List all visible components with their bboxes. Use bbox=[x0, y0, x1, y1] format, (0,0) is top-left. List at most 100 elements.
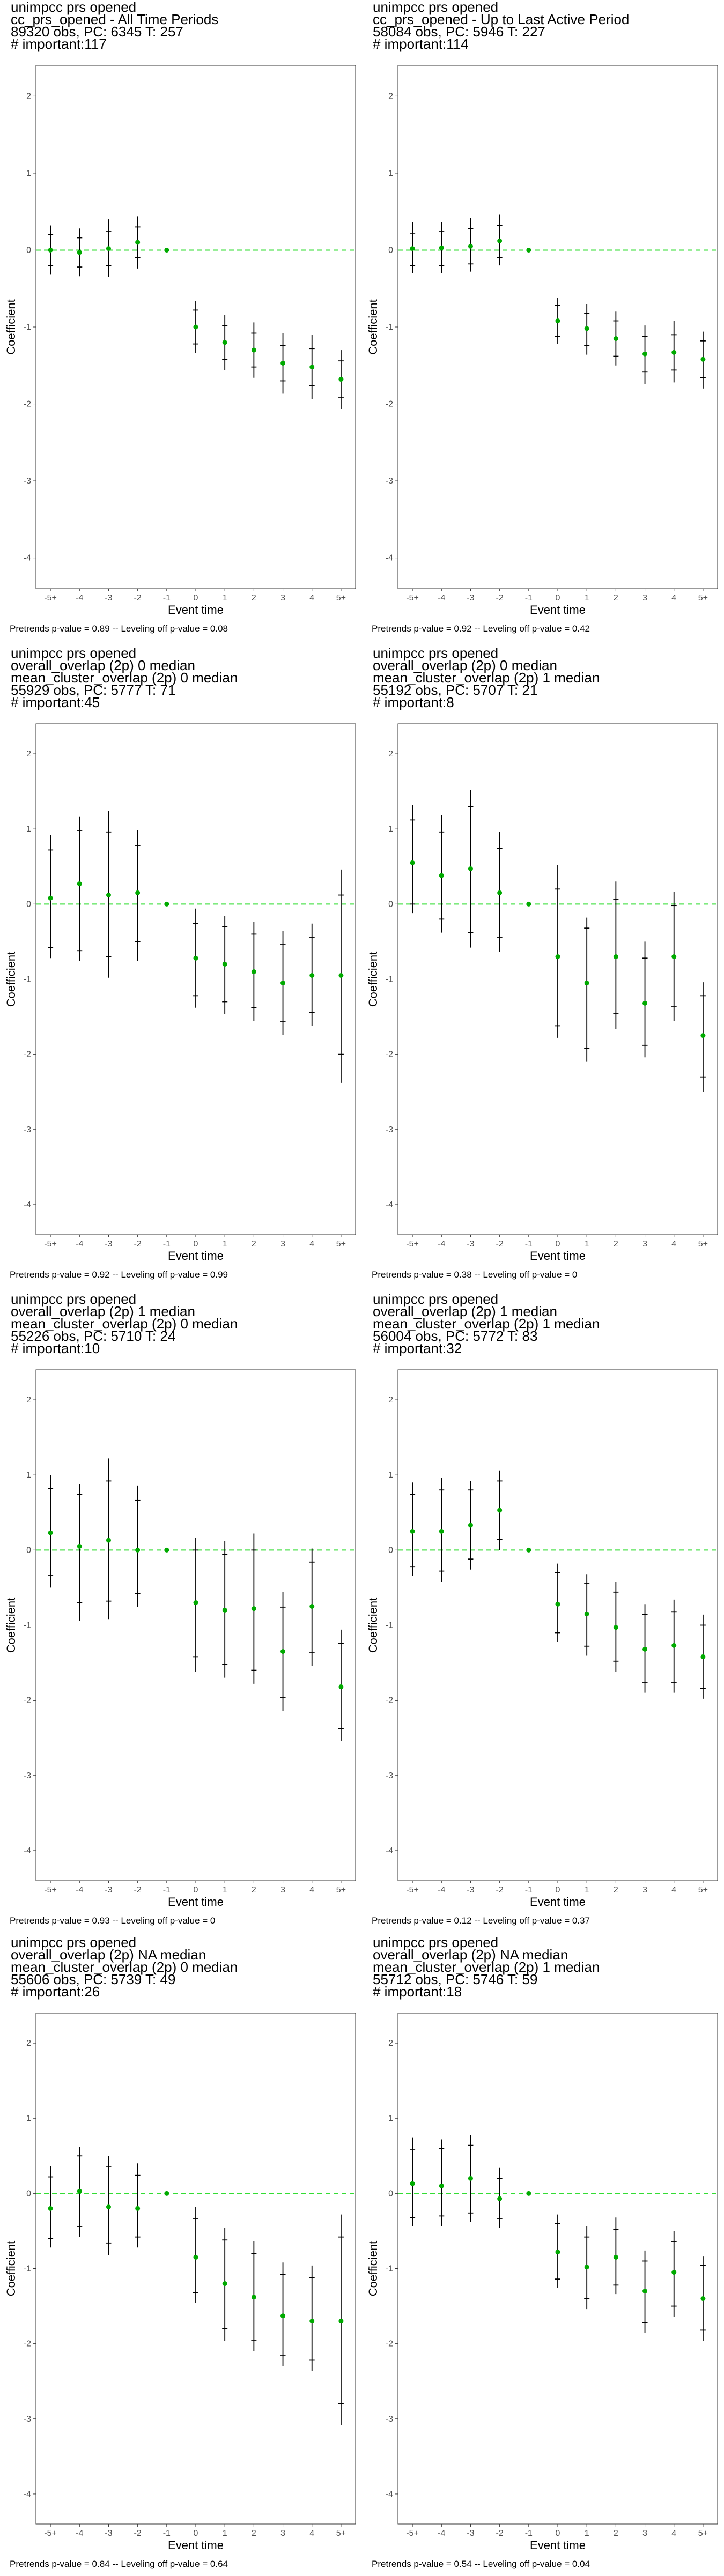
coefficient-point bbox=[700, 1654, 706, 1659]
x-tick-label: 5+ bbox=[698, 2529, 708, 2538]
x-tick-label: 5+ bbox=[336, 2529, 346, 2538]
panel-title-line: unimpcc prs opened bbox=[373, 1934, 498, 1950]
y-axis-title: Coefficient bbox=[366, 952, 380, 1007]
y-tick-label: 2 bbox=[388, 1395, 393, 1405]
y-tick-label: 2 bbox=[26, 749, 31, 759]
y-tick-label: -3 bbox=[386, 1125, 393, 1134]
y-tick-label: -2 bbox=[24, 400, 31, 409]
coefficient-point bbox=[193, 2254, 198, 2260]
y-tick-label: 1 bbox=[26, 169, 31, 178]
panel-title-line: mean_cluster_overlap (2p) 0 median bbox=[11, 1316, 238, 1332]
x-tick-label: -2 bbox=[134, 2529, 142, 2538]
x-tick-label: 0 bbox=[194, 1885, 198, 1895]
x-tick-label: -5+ bbox=[44, 2529, 57, 2538]
x-tick-label: -1 bbox=[163, 1885, 171, 1895]
y-tick-label: 1 bbox=[26, 2114, 31, 2123]
y-tick-label: -3 bbox=[386, 2415, 393, 2424]
panel-title-line: mean_cluster_overlap (2p) 1 median bbox=[373, 670, 600, 686]
coefficient-point bbox=[251, 347, 256, 353]
coefficient-point bbox=[468, 1523, 473, 1528]
x-tick-label: 2 bbox=[614, 593, 618, 603]
x-tick-label: 3 bbox=[280, 1885, 285, 1895]
y-tick-label: -2 bbox=[24, 1696, 31, 1705]
x-tick-label: -4 bbox=[438, 1239, 445, 1249]
coefficient-point bbox=[77, 2188, 82, 2194]
y-tick-label: 0 bbox=[388, 2189, 393, 2198]
panel-title-line: cc_prs_opened - All Time Periods bbox=[11, 11, 218, 27]
x-tick-label: -2 bbox=[134, 1239, 142, 1249]
x-axis-title: Event time bbox=[168, 1249, 224, 1263]
x-tick-label: -5+ bbox=[406, 1885, 419, 1895]
panel-title-line: unimpcc prs opened bbox=[11, 1291, 136, 1307]
x-tick-label: -3 bbox=[105, 593, 112, 603]
coefficient-point bbox=[222, 961, 227, 967]
panel-title-line: mean_cluster_overlap (2p) 0 median bbox=[11, 670, 238, 686]
coefficient-point bbox=[135, 2206, 141, 2211]
x-tick-label: 0 bbox=[194, 2529, 198, 2538]
x-tick-label: 1 bbox=[223, 593, 227, 603]
panel-title-line: # important:8 bbox=[373, 694, 454, 710]
coefficient-point bbox=[309, 2319, 315, 2324]
coefficient-point bbox=[48, 2206, 53, 2211]
coefficient-point bbox=[410, 2181, 415, 2186]
coefficient-point bbox=[338, 1684, 344, 1689]
y-tick-label: 0 bbox=[388, 1546, 393, 1555]
y-tick-label: 1 bbox=[388, 1471, 393, 1480]
x-axis-title: Event time bbox=[530, 2538, 586, 2552]
y-tick-label: -4 bbox=[386, 554, 393, 563]
coefficient-point bbox=[135, 1547, 141, 1553]
x-tick-label: -1 bbox=[525, 593, 533, 603]
panel-title-line: mean_cluster_overlap (2p) 1 median bbox=[373, 1959, 600, 1975]
y-tick-label: 0 bbox=[26, 2189, 31, 2198]
x-tick-label: 1 bbox=[585, 1885, 589, 1895]
coefficient-point bbox=[497, 238, 503, 243]
x-tick-label: 5+ bbox=[698, 1239, 708, 1249]
x-tick-label: -1 bbox=[525, 1239, 533, 1249]
x-tick-label: 4 bbox=[671, 593, 676, 603]
panel-title-line: unimpcc prs opened bbox=[11, 1934, 136, 1950]
panel-title-line: 58084 obs, PC: 5946 T: 227 bbox=[373, 24, 545, 40]
y-axis-title: Coefficient bbox=[366, 2241, 380, 2297]
panel-title-line: overall_overlap (2p) 0 median bbox=[11, 657, 195, 673]
coefficient-point bbox=[555, 2250, 560, 2255]
x-tick-label: 3 bbox=[642, 1885, 647, 1895]
coefficient-point bbox=[584, 2265, 589, 2270]
coefficient-point bbox=[584, 981, 589, 986]
x-tick-label: -3 bbox=[467, 1885, 474, 1895]
y-tick-label: 2 bbox=[388, 92, 393, 101]
y-tick-label: -2 bbox=[24, 1050, 31, 1059]
coefficient-point bbox=[555, 318, 560, 324]
y-tick-label: 2 bbox=[388, 749, 393, 759]
coefficient-point bbox=[48, 895, 53, 901]
coefficient-point bbox=[613, 1625, 618, 1630]
y-tick-label: 0 bbox=[388, 246, 393, 255]
coefficient-point bbox=[439, 1528, 444, 1534]
x-axis-title: Event time bbox=[168, 603, 224, 617]
panel-title-line: overall_overlap (2p) 1 median bbox=[373, 1303, 557, 1319]
y-tick-label: -1 bbox=[386, 1621, 393, 1630]
x-tick-label: 5+ bbox=[698, 1885, 708, 1895]
x-tick-label: 5+ bbox=[336, 1885, 346, 1895]
coefficient-point bbox=[338, 377, 344, 382]
coefficient-point bbox=[222, 1607, 227, 1613]
coefficient-point bbox=[468, 243, 473, 249]
y-tick-label: 2 bbox=[26, 1395, 31, 1405]
y-tick-label: -4 bbox=[24, 554, 31, 563]
coefficient-point bbox=[48, 247, 53, 253]
panel-title-line: 55226 obs, PC: 5710 T: 24 bbox=[11, 1328, 175, 1344]
y-tick-label: -2 bbox=[386, 400, 393, 409]
x-tick-label: 2 bbox=[252, 1239, 256, 1249]
pvalue-footnote: Pretrends p-value = 0.38 -- Leveling off… bbox=[372, 1270, 577, 1280]
x-tick-label: -1 bbox=[525, 1885, 533, 1895]
x-tick-label: -4 bbox=[76, 593, 83, 603]
coefficient-point bbox=[164, 247, 169, 253]
x-tick-label: -4 bbox=[438, 1885, 445, 1895]
x-tick-label: 3 bbox=[280, 1239, 285, 1249]
x-tick-label: 0 bbox=[556, 1239, 560, 1249]
coefficient-point bbox=[671, 350, 677, 355]
